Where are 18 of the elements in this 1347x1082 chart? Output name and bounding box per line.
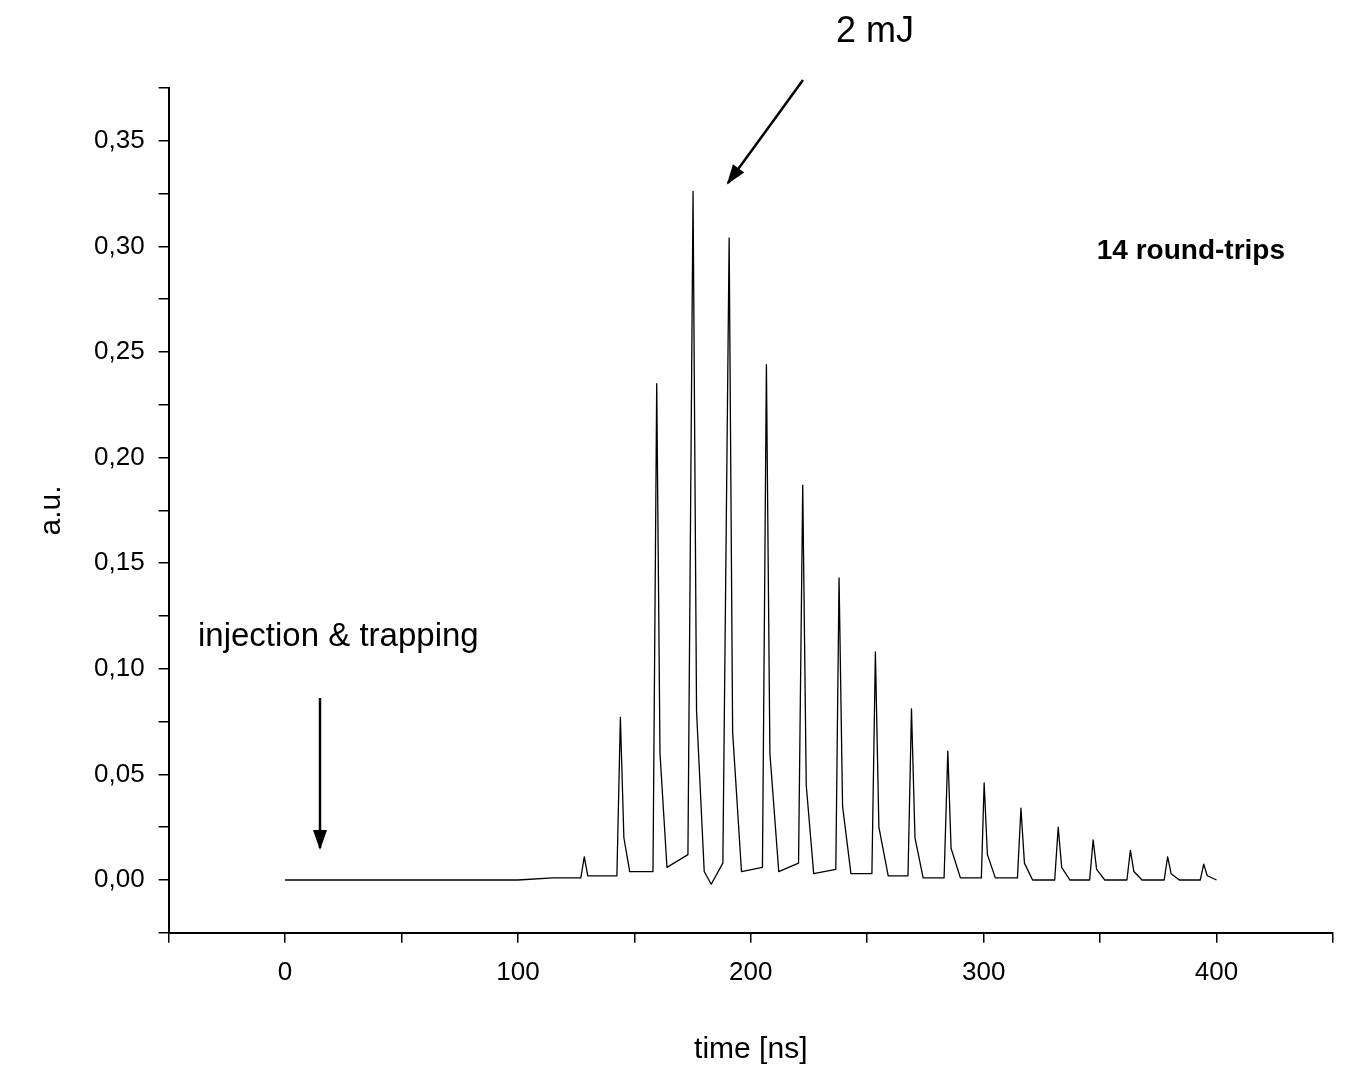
y-tick-label: 0,20 xyxy=(93,440,145,471)
x-tick-label: 300 xyxy=(961,955,1006,986)
y-tick-label: 0,30 xyxy=(93,229,145,260)
x-tick-label: 200 xyxy=(729,955,773,986)
y-tick-label: 0,35 xyxy=(93,123,145,154)
text: 2 mJ xyxy=(835,8,915,50)
annotation: 14 round-trips xyxy=(1096,233,1285,265)
annotation: injection & trapping xyxy=(198,616,479,654)
x-axis-title: time [ns] xyxy=(694,1031,808,1065)
x-tick-label: 100 xyxy=(496,955,540,986)
x-tick-label: 0 xyxy=(277,955,293,986)
x-tick-label: 400 xyxy=(1194,955,1239,986)
y-tick-label: 0,25 xyxy=(93,335,145,366)
y-axis-title: a.u. xyxy=(33,485,67,536)
y-tick-label: 0,10 xyxy=(93,651,145,682)
y-tick-label: 0,00 xyxy=(93,863,145,894)
y-tick-label: 0,05 xyxy=(93,757,145,788)
y-tick-label: 0,15 xyxy=(93,546,145,577)
